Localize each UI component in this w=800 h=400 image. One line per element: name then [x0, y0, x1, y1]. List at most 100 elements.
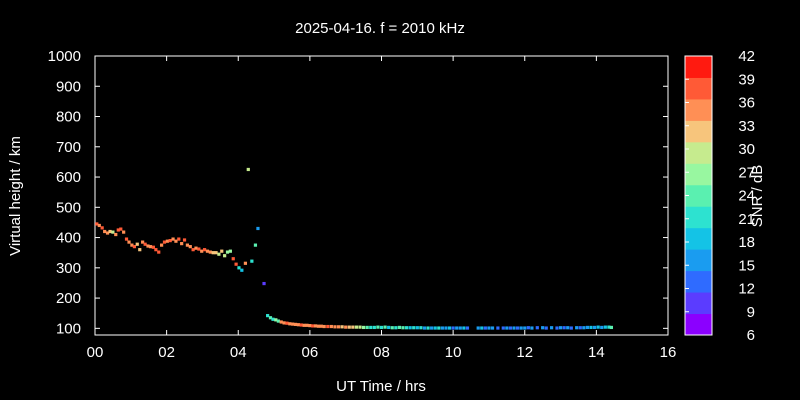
data-point — [225, 250, 230, 254]
data-point — [208, 250, 212, 254]
colorbar-tick-label: 12 — [738, 281, 755, 298]
x-axis: 00 02 04 06 08 10 12 14 16 — [87, 56, 676, 361]
data-point — [319, 324, 323, 328]
data-point — [569, 326, 573, 330]
data-point — [351, 325, 355, 329]
chart-title: 2025-04-16. f = 2010 kHz — [295, 20, 465, 37]
x-tick-label: 14 — [588, 344, 605, 361]
data-point — [250, 259, 254, 263]
data-point — [162, 240, 167, 244]
data-point — [530, 326, 534, 330]
data-point — [340, 325, 344, 329]
data-point — [336, 325, 341, 329]
data-point — [146, 244, 150, 248]
colorbar-band — [685, 163, 712, 186]
data-point — [148, 245, 153, 249]
plot-frame — [94, 55, 669, 336]
colorbar-band — [685, 313, 712, 336]
data-point — [234, 262, 238, 266]
y-tick-label: 200 — [56, 290, 81, 307]
colorbar-band — [685, 227, 712, 250]
colorbar-tick-label: 39 — [738, 71, 755, 88]
data-point — [266, 314, 270, 318]
data-point — [372, 325, 376, 330]
colorbar-band — [685, 249, 712, 272]
data-point — [97, 223, 101, 228]
data-point — [262, 281, 266, 286]
data-point — [344, 325, 348, 329]
data-point — [116, 228, 120, 232]
data-point — [512, 326, 516, 330]
colorbar-band — [685, 292, 712, 315]
data-point — [401, 326, 405, 330]
x-tick-label: 08 — [373, 344, 390, 361]
data-point — [143, 242, 147, 246]
data-point — [365, 325, 369, 330]
data-point — [151, 245, 155, 249]
x-tick-label: 00 — [87, 344, 104, 361]
data-point — [508, 326, 513, 330]
data-point — [194, 246, 198, 250]
data-point — [217, 252, 221, 256]
data-point — [596, 325, 600, 329]
data-point — [523, 326, 527, 330]
y-tick-label: 800 — [56, 109, 81, 126]
x-tick-label: 04 — [230, 344, 247, 361]
colorbar-band — [685, 98, 712, 121]
data-point — [440, 326, 444, 330]
data-point — [558, 326, 563, 330]
colorbar-band — [685, 141, 712, 164]
colorbar-tick-label: 24 — [738, 188, 755, 205]
colorbar-tick-label: 21 — [738, 211, 755, 228]
data-point — [253, 243, 258, 247]
data-point — [246, 167, 250, 172]
data-point — [308, 324, 312, 328]
data-point — [240, 268, 244, 272]
data-point — [293, 322, 298, 327]
data-point — [124, 237, 129, 241]
colorbar-band — [685, 56, 712, 78]
data-point — [476, 326, 480, 330]
data-point — [496, 326, 500, 330]
data-point — [282, 321, 286, 325]
data-point — [177, 237, 181, 241]
data-point — [256, 226, 260, 231]
data-point — [379, 325, 384, 330]
data-point — [302, 323, 306, 327]
colorbar-tick-label: 9 — [747, 304, 755, 321]
data-point — [361, 325, 366, 330]
colorbar-tick-label: 6 — [747, 327, 755, 344]
data-point — [111, 230, 115, 234]
y-tick-label: 1000 — [48, 48, 81, 65]
data-point — [274, 318, 278, 322]
colorbar-band — [685, 184, 712, 207]
data-point — [444, 326, 448, 330]
y-tick-label: 700 — [56, 139, 81, 156]
data-point — [138, 248, 142, 252]
data-point — [383, 325, 387, 329]
data-point — [451, 326, 455, 330]
colorbar-tick-label: 15 — [738, 257, 755, 274]
data-point — [299, 323, 303, 327]
y-tick-label: 900 — [56, 78, 81, 95]
data-point — [589, 325, 593, 330]
data-point — [316, 324, 321, 328]
data-point — [288, 322, 292, 326]
data-point — [160, 243, 164, 247]
colorbar-tick-label: 27 — [738, 164, 755, 181]
data-point — [100, 226, 104, 230]
data-point — [582, 326, 586, 330]
snr-colorbar: 42 39 36 33 30 27 24 21 18 15 12 9 6 — [684, 48, 755, 344]
colorbar-band — [685, 77, 712, 100]
data-point — [358, 325, 362, 329]
data-point — [447, 326, 452, 330]
data-point — [550, 326, 554, 330]
data-point — [609, 325, 614, 330]
data-point — [437, 326, 441, 330]
data-point — [555, 326, 559, 330]
y-tick-label: 600 — [56, 169, 81, 186]
colorbar-label: SNR / dB — [749, 165, 766, 228]
data-point — [296, 323, 301, 327]
data-point — [422, 326, 427, 330]
data-point — [578, 326, 582, 330]
